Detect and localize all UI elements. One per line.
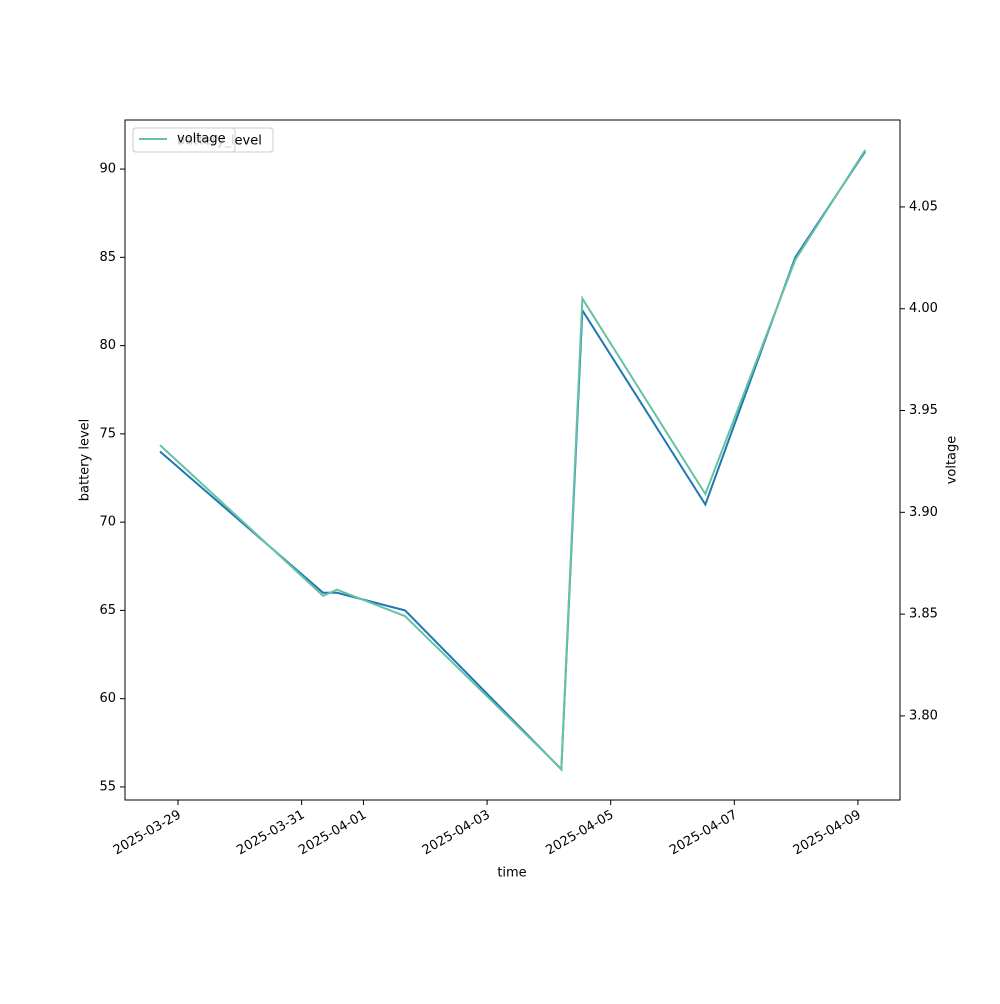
- y2-tick-label: 3.85: [909, 607, 938, 622]
- data-line: [159, 150, 867, 772]
- x-tick-label: 2025-04-01: [296, 808, 369, 859]
- x-tick-label: 2025-03-31: [234, 808, 307, 859]
- y-tick-label: 85: [99, 250, 116, 265]
- y-tick-label: 55: [99, 779, 116, 794]
- y-tick-label: 80: [99, 338, 116, 353]
- y-tick-label: 65: [99, 603, 116, 618]
- y-tick-label: 90: [99, 162, 116, 177]
- y2-tick-label: 3.95: [909, 403, 938, 418]
- x-tick-label: 2025-04-05: [544, 808, 617, 859]
- y-tick-label: 75: [99, 426, 116, 441]
- y2-axis-label: voltage: [945, 436, 960, 485]
- x-tick-label: 2025-04-07: [667, 808, 740, 859]
- y2-tick-label: 4.05: [909, 199, 938, 214]
- plot-frame: [124, 119, 901, 801]
- legend-label: voltage: [177, 132, 226, 147]
- legend-box: [132, 127, 236, 153]
- y-tick-label: 70: [99, 515, 116, 530]
- x-tick-label: 2025-04-09: [791, 808, 864, 859]
- data-line: [159, 149, 867, 772]
- y2-tick-label: 3.80: [909, 708, 938, 723]
- y2-tick-label: 3.90: [909, 505, 938, 520]
- x-tick-label: 2025-04-03: [420, 808, 493, 859]
- x-axis-label: time: [497, 866, 526, 881]
- y-tick-label: 60: [99, 691, 116, 706]
- y2-tick-label: 4.00: [909, 301, 938, 316]
- x-tick-label: 2025-03-29: [111, 808, 184, 859]
- y-axis-label: battery level: [78, 419, 93, 502]
